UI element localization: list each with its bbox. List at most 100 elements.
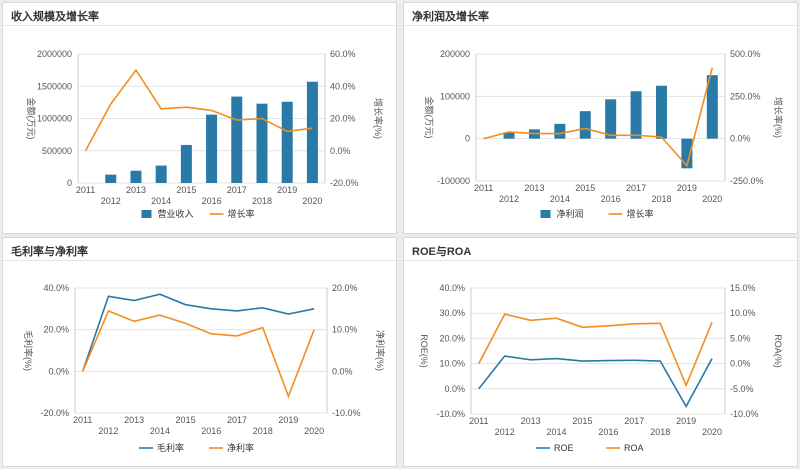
revenue-panel: 收入规模及增长率 0 500000 1000000 1500000 2000000 -20…	[2, 2, 397, 234]
revenue-title: 收入规模及增长率	[11, 11, 99, 23]
x-tick-label: 2017	[227, 185, 247, 195]
legend-label: 净利润	[557, 208, 584, 219]
y-right-tick-label: 0.0%	[330, 146, 351, 156]
x-tick-label: 2019	[278, 415, 298, 425]
x-tick-label: 2016	[598, 427, 618, 437]
series-line-增长率	[84, 68, 313, 152]
y-left-tick-label: 20.0%	[43, 325, 69, 335]
y-left-tick-label: 0.0%	[48, 366, 69, 376]
bar	[605, 99, 617, 139]
y-right-tick-label: -10.0%	[332, 408, 361, 418]
y-right-axis-title: ROA(%)	[773, 334, 783, 368]
bar	[554, 123, 566, 139]
y-left-tick-label: 0.0%	[444, 384, 465, 394]
x-tick-label: 2012	[101, 196, 121, 206]
y-left-axis-title: ROE(%)	[419, 334, 429, 368]
x-tick-label: 2012	[495, 427, 515, 437]
x-tick-label: 2014	[150, 426, 170, 436]
x-tick-label: 2020	[702, 427, 722, 437]
y-right-tick-label: 250.0%	[730, 91, 761, 101]
x-tick-label: 2011	[469, 416, 488, 426]
x-tick-label: 2017	[227, 415, 247, 425]
legend-label: 净利率	[227, 442, 254, 453]
x-tick-label: 2018	[253, 426, 273, 436]
x-tick-label: 2020	[302, 196, 322, 206]
bar	[306, 81, 318, 183]
x-tick-label: 2016	[601, 194, 621, 204]
x-tick-label: 2016	[201, 426, 221, 436]
bar	[281, 101, 293, 183]
bar	[105, 174, 117, 183]
y-left-tick-label: 1000000	[37, 114, 72, 124]
x-tick-label: 2013	[524, 183, 544, 193]
bar	[256, 103, 268, 183]
x-tick-label: 2015	[176, 185, 196, 195]
margins-title-divider	[3, 260, 396, 261]
roe-chart: -10.0% 0.0% 10.0% 20.0% 30.0% 40.0% -10.0% -5.0…	[419, 283, 783, 453]
series-line-增长率	[483, 67, 714, 168]
netprofit-title: 净利润及增长率	[412, 11, 489, 23]
y-right-tick-label: 0.0%	[730, 359, 751, 369]
bar	[579, 111, 591, 139]
y-left-tick-label: 2000000	[37, 49, 72, 59]
x-tick-label: 2014	[550, 194, 570, 204]
x-tick-label: 2013	[124, 415, 144, 425]
x-tick-label: 2018	[651, 194, 671, 204]
y-left-tick-label: 20.0%	[439, 333, 465, 343]
x-tick-label: 2018	[650, 427, 670, 437]
roe-title-divider	[404, 260, 797, 261]
y-right-tick-label: 15.0%	[730, 283, 756, 293]
x-tick-label: 2014	[151, 196, 171, 206]
y-left-tick-label: 100000	[440, 91, 470, 101]
legend-swatch	[540, 210, 551, 218]
legend-label: ROA	[624, 443, 644, 453]
series-line-净利率	[81, 309, 315, 399]
x-tick-label: 2015	[575, 183, 595, 193]
x-tick-label: 2012	[98, 426, 118, 436]
bar	[130, 170, 142, 183]
revenue-title-divider	[3, 25, 396, 26]
netprofit-chart: -100000 0 100000 200000 -250.0% 0.0% 250.0% 500…	[424, 49, 784, 219]
x-tick-label: 2017	[624, 416, 644, 426]
y-left-tick-label: -10.0%	[436, 409, 465, 419]
x-tick-label: 2018	[252, 196, 272, 206]
series-line-ROA	[478, 313, 713, 388]
x-tick-label: 2019	[277, 185, 297, 195]
x-tick-label: 2015	[176, 415, 196, 425]
y-right-tick-label: 500.0%	[730, 49, 761, 59]
y-right-axis-title: 增长率(%)	[373, 98, 384, 139]
y-right-tick-label: -20.0%	[330, 178, 359, 188]
y-right-axis-title: 净利率(%)	[375, 330, 386, 371]
y-right-tick-label: 20.0%	[332, 283, 358, 293]
series-line-毛利率	[81, 293, 315, 372]
revenue-chart: 0 500000 1000000 1500000 2000000 -20.0% 0.0% 20…	[26, 49, 384, 219]
y-right-tick-label: -5.0%	[730, 384, 754, 394]
y-right-tick-label: 0.0%	[332, 366, 353, 376]
x-tick-label: 2020	[702, 194, 722, 204]
legend-swatch	[141, 210, 152, 218]
y-left-axis-title: 金额(万元)	[26, 98, 37, 140]
y-left-tick-label: 10.0%	[439, 359, 465, 369]
bar	[681, 138, 693, 169]
y-left-tick-label: 40.0%	[439, 283, 465, 293]
y-left-tick-label: 500000	[42, 146, 72, 156]
x-tick-label: 2011	[474, 183, 493, 193]
legend-label: ROE	[554, 443, 574, 453]
y-right-axis-title: 增长率(%)	[773, 97, 784, 138]
y-left-tick-label: 200000	[440, 49, 470, 59]
legend-label: 增长率	[627, 208, 654, 219]
netprofit-panel: 净利润及增长率 -100000 0 100000 200000 -250.0% 0.0% 2…	[403, 2, 798, 234]
x-tick-label: 2014	[547, 427, 567, 437]
x-tick-label: 2017	[626, 183, 646, 193]
bar	[706, 75, 718, 139]
legend-label: 营业收入	[158, 208, 194, 219]
y-left-tick-label: 40.0%	[43, 283, 69, 293]
y-left-tick-label: 0	[67, 178, 72, 188]
x-tick-label: 2016	[202, 196, 222, 206]
y-right-tick-label: -10.0%	[730, 409, 759, 419]
x-tick-label: 2015	[572, 416, 592, 426]
x-tick-label: 2013	[126, 185, 146, 195]
y-right-tick-label: -250.0%	[730, 176, 764, 186]
x-tick-label: 2013	[521, 416, 541, 426]
y-left-tick-label: -100000	[437, 176, 470, 186]
